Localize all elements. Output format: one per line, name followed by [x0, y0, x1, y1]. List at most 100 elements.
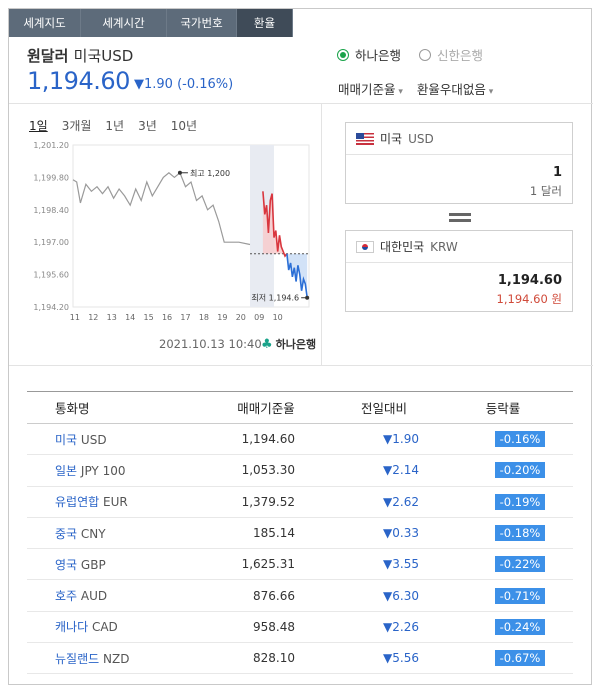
x-tick-label: 09: [254, 313, 264, 322]
y-tick-label: 1,198.40: [33, 206, 69, 215]
currency-name[interactable]: 유럽연합: [55, 495, 100, 510]
amount-unit: 1 달러: [529, 184, 562, 198]
x-tick-label: 17: [180, 313, 190, 322]
low-label: 최저 1,194.6: [251, 293, 299, 303]
percent-badge: -0.16%: [494, 431, 546, 448]
table-row[interactable]: 캐나다 CAD 958.48 ▼2.26 -0.24%: [27, 611, 573, 644]
rate-chart[interactable]: 1,201.20 1,199.80 1,198.40 1,197.00 1,195.60…: [17, 139, 313, 329]
cell-percent: -0.20%: [433, 454, 573, 487]
cell-currency: 뉴질랜드 NZD: [27, 642, 177, 675]
exchange-rate-widget: 세계지도 세계시간 국가번호 환율 원달러 미국USD 1,194.60 ▼1.…: [8, 8, 593, 685]
rise-area: [262, 191, 287, 257]
period-3y[interactable]: 3년: [138, 119, 157, 133]
table-row[interactable]: 중국 CNY 185.14 ▼0.33 -0.18%: [27, 517, 573, 550]
converter-from-currency[interactable]: 미국 USD: [346, 123, 572, 155]
cell-currency: 캐나다 CAD: [27, 611, 177, 644]
amount-value: 1: [552, 165, 562, 180]
cell-rate: 1,625.31: [177, 548, 295, 581]
x-tick-label: 10: [273, 313, 283, 322]
x-tick-label: 19: [217, 313, 227, 322]
currency-code: USD: [80, 432, 107, 447]
cell-change: ▼5.56: [295, 642, 433, 675]
currency-name[interactable]: 미국: [55, 432, 78, 447]
title-main: 원달러: [27, 47, 69, 65]
cell-currency: 호주 AUD: [27, 579, 177, 612]
period-1y[interactable]: 1년: [105, 119, 125, 133]
chart-timestamp: 2021.10.13 10:40: [159, 337, 262, 351]
currency-name[interactable]: 일본: [55, 463, 78, 478]
bank-option-hana[interactable]: 하나은행: [337, 45, 401, 64]
cell-percent: -0.19%: [433, 486, 573, 518]
currency-code: KRW: [430, 239, 458, 254]
amount-unit: 1,194.60 원: [496, 292, 562, 306]
currency-name[interactable]: 뉴질랜드: [55, 651, 100, 666]
title-sub: 미국USD: [73, 47, 134, 65]
currency-code: JPY 100: [80, 463, 126, 478]
table-row[interactable]: 일본 JPY 100 1,053.30 ▼2.14 -0.20%: [27, 454, 573, 487]
x-tick-label: 20: [236, 313, 246, 322]
header-currency: 통화명: [27, 391, 177, 424]
converter-to-input[interactable]: 1,194.60 1,194.60 원: [346, 263, 572, 311]
x-tick-label: 16: [162, 313, 172, 322]
cell-change: ▼3.55: [295, 548, 433, 581]
divider: [9, 103, 593, 104]
table-row[interactable]: 유럽연합 EUR 1,379.52 ▼2.62 -0.19%: [27, 486, 573, 518]
period-3m[interactable]: 3개월: [61, 119, 92, 133]
tab-country-code[interactable]: 국가번호: [167, 9, 237, 37]
table-row[interactable]: 호주 AUD 876.66 ▼6.30 -0.71%: [27, 579, 573, 612]
cell-change: ▼2.62: [295, 486, 433, 518]
cell-percent: -0.18%: [433, 517, 573, 550]
series-line: [262, 191, 288, 258]
currency-name[interactable]: 영국: [55, 557, 78, 572]
period-10y[interactable]: 10년: [170, 119, 198, 133]
header-percent: 등락률: [433, 391, 573, 424]
table-header-row: 통화명 매매기준율 전일대비 등락률: [27, 391, 573, 424]
currency-name[interactable]: 캐나다: [55, 620, 89, 635]
converter-from: 미국 USD 1 1 달러: [345, 122, 573, 204]
radio-checked-icon: [337, 48, 349, 61]
currency-code: EUR: [103, 495, 128, 510]
currency-code: USD: [408, 131, 434, 146]
converter-from-input[interactable]: 1 1 달러: [346, 155, 572, 203]
tab-world-time[interactable]: 세계시간: [81, 9, 167, 37]
cell-change: ▼1.90: [295, 423, 433, 456]
table-row[interactable]: 미국 USD 1,194.60 ▼1.90 -0.16%: [27, 423, 573, 456]
cell-change: ▼2.14: [295, 454, 433, 487]
tab-world-map[interactable]: 세계지도: [9, 9, 81, 37]
cell-percent: -0.24%: [433, 611, 573, 644]
header-change: 전일대비: [295, 391, 433, 424]
converter-to-currency[interactable]: 대한민국 KRW: [346, 231, 572, 263]
y-tick-label: 1,195.60: [33, 271, 69, 280]
cell-rate: 1,194.60: [177, 423, 295, 456]
preference-dropdown[interactable]: 환율우대없음: [417, 79, 493, 98]
x-tick-label: 15: [144, 313, 154, 322]
percent-badge: -0.71%: [494, 587, 546, 604]
rates-table: 통화명 매매기준율 전일대비 등락률 미국 USD 1,194.60 ▼1.90 -0…: [27, 391, 573, 675]
cell-rate: 1,053.30: [177, 454, 295, 487]
series-line: [286, 253, 308, 298]
bank-option-shinhan[interactable]: 신한은행: [419, 45, 483, 64]
current-rate: 1,194.60: [27, 67, 130, 95]
table-row[interactable]: 뉴질랜드 NZD 828.10 ▼5.56 -0.67%: [27, 642, 573, 675]
percent-badge: -0.20%: [494, 462, 546, 479]
period-1d[interactable]: 1일: [29, 119, 48, 133]
logo-text: 하나은행: [275, 338, 317, 351]
currency-code: CNY: [80, 526, 106, 541]
currency-name[interactable]: 중국: [55, 526, 78, 541]
currency-code: NZD: [103, 651, 130, 666]
y-tick-label: 1,197.00: [33, 238, 69, 247]
currency-code: GBP: [80, 557, 106, 572]
tab-exchange-rate[interactable]: 환율: [237, 9, 293, 37]
percent-badge: -0.22%: [494, 556, 546, 573]
radio-unchecked-icon: [419, 48, 432, 61]
cell-currency: 미국 USD: [27, 423, 177, 456]
cell-percent: -0.71%: [433, 579, 573, 612]
today-band: [250, 145, 274, 307]
rate-type-dropdown[interactable]: 매매기준율: [338, 79, 403, 98]
currency-name[interactable]: 호주: [55, 589, 78, 604]
equals-icon: [449, 213, 471, 222]
table-row[interactable]: 영국 GBP 1,625.31 ▼3.55 -0.22%: [27, 548, 573, 581]
cell-rate: 828.10: [177, 642, 295, 675]
cell-percent: -0.67%: [433, 642, 573, 675]
x-tick-label: 13: [107, 313, 117, 322]
